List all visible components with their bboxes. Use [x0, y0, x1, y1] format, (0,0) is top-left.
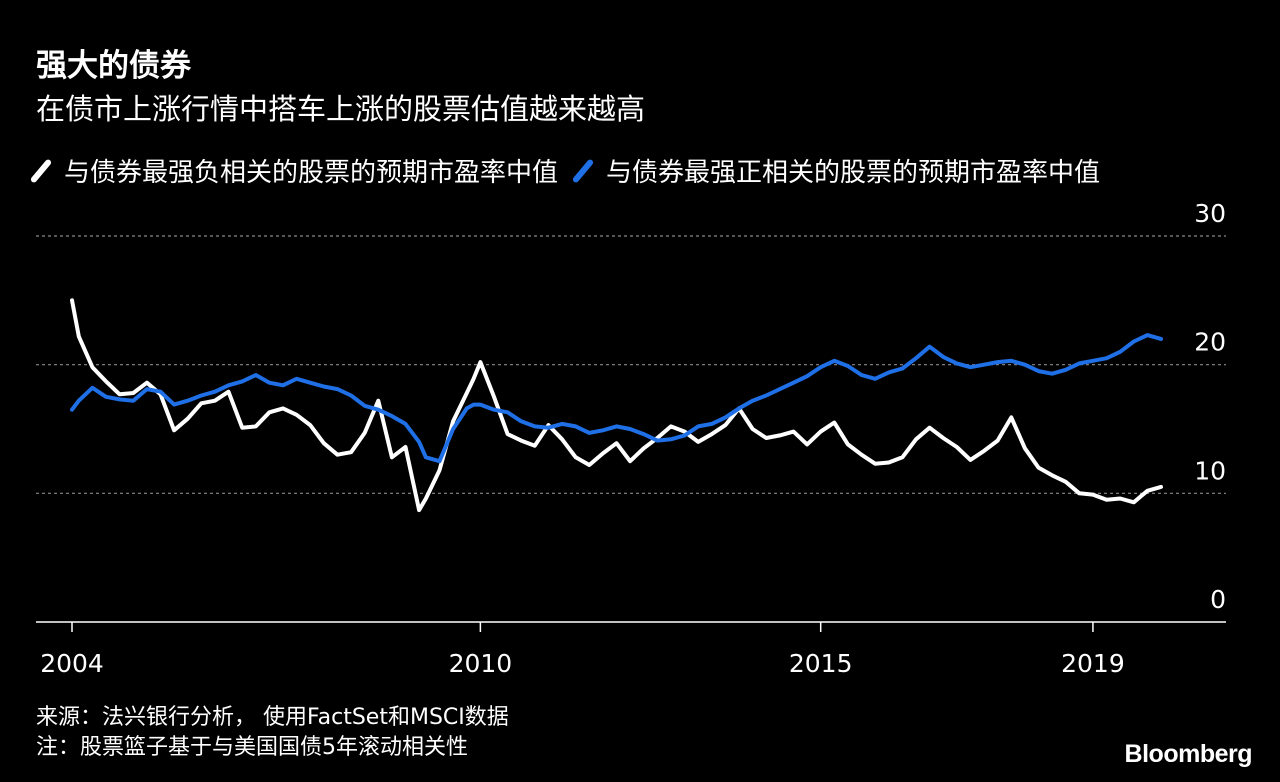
legend-swatch-white	[29, 157, 53, 184]
legend-item-negative-correlation: 与债券最强负相关的股票的预期市盈率中值	[29, 152, 559, 189]
x-tick-label-2004: 2004	[40, 649, 104, 678]
series-line-negative-correlation	[70, 298, 1163, 513]
y-tick-label-30: 30	[1194, 199, 1226, 228]
chart-subtitle: 在债市上涨行情中搭车上涨的股票估值越来越高	[36, 92, 646, 126]
line-chart: 0 10 20 30 2004 2010 2015 2019	[36, 199, 1226, 678]
y-tick-label-0: 0	[1210, 585, 1226, 614]
series-line-positive-correlation	[70, 333, 1163, 464]
y-tick-label-20: 20	[1194, 328, 1226, 357]
chart-source: 来源：法兴银行分析， 使用FactSet和MSCI数据 注：股票篮子基于与美国国…	[36, 703, 509, 763]
note-line: 注：股票篮子基于与美国国债5年滚动相关性	[36, 735, 468, 760]
y-tick-label-10: 10	[1194, 456, 1226, 485]
x-tick-label-2015: 2015	[789, 649, 853, 678]
bloomberg-logo: Bloomberg	[1124, 740, 1253, 768]
x-tick-label-2019: 2019	[1061, 649, 1125, 678]
legend-swatch-blue	[571, 157, 595, 184]
x-tick-label-2010: 2010	[449, 649, 513, 678]
source-line: 来源：法兴银行分析， 使用FactSet和MSCI数据	[36, 705, 509, 730]
chart-title: 强大的债券	[36, 48, 191, 84]
chart-legend: 与债券最强负相关的股票的预期市盈率中值 与债券最强正相关的股票的预期市盈率中值	[29, 152, 1122, 189]
legend-item-positive-correlation: 与债券最强正相关的股票的预期市盈率中值	[571, 152, 1101, 189]
legend-label-positive-correlation: 与债券最强正相关的股票的预期市盈率中值	[606, 158, 1101, 188]
legend-label-negative-correlation: 与债券最强负相关的股票的预期市盈率中值	[64, 158, 559, 188]
